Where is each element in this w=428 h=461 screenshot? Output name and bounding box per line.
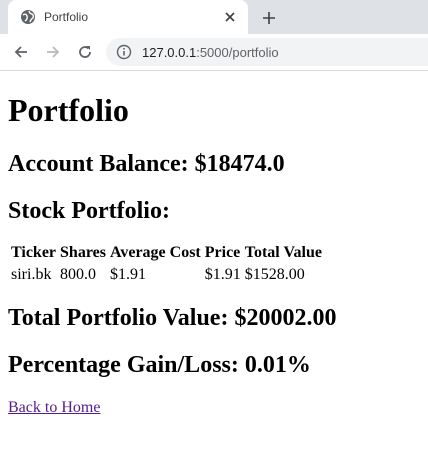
header-average-cost: Average Cost xyxy=(109,244,201,261)
page-content: Portfolio Account Balance: $18474.0 Stoc… xyxy=(0,92,428,417)
cell-average-cost: $1.91 xyxy=(109,266,146,283)
arrow-right-icon[interactable] xyxy=(42,41,64,63)
browser-tab[interactable]: Portfolio xyxy=(8,0,248,34)
stock-portfolio-heading: Stock Portfolio: xyxy=(8,198,170,224)
header-total-value: Total Value xyxy=(244,244,322,261)
url-text: 127.0.0.1:5000/portfolio xyxy=(142,45,279,60)
address-bar[interactable]: 127.0.0.1:5000/portfolio xyxy=(106,38,428,66)
cell-price: $1.91 xyxy=(204,266,241,283)
table-row: siri.bk 800.0 $1.91 $1.91 $1528.00 xyxy=(10,265,323,285)
globe-icon xyxy=(20,9,36,25)
table-header-row: Ticker Shares Average Cost Price Total V… xyxy=(10,243,323,263)
url-host: 127.0.0.1 xyxy=(142,44,197,60)
cell-total-value: $1528.00 xyxy=(244,266,305,283)
browser-toolbar: 127.0.0.1:5000/portfolio xyxy=(0,34,428,71)
header-ticker: Ticker xyxy=(11,244,57,261)
percentage-gain-loss: Percentage Gain/Loss: 0.01% xyxy=(8,352,311,378)
cell-ticker: siri.bk xyxy=(11,266,52,283)
tab-title: Portfolio xyxy=(44,10,89,24)
header-shares: Shares xyxy=(60,244,106,261)
page-title: Portfolio xyxy=(8,92,129,128)
header-price: Price xyxy=(204,244,241,261)
url-path: :5000/portfolio xyxy=(196,44,279,60)
back-to-home-link[interactable]: Back to Home xyxy=(8,399,101,416)
reload-icon[interactable] xyxy=(74,41,96,63)
cell-shares: 800.0 xyxy=(60,266,97,283)
info-icon[interactable] xyxy=(116,44,132,60)
account-balance: Account Balance: $18474.0 xyxy=(8,151,285,177)
tab-strip: Portfolio xyxy=(0,0,428,34)
portfolio-table: Ticker Shares Average Cost Price Total V… xyxy=(8,241,325,287)
arrow-left-icon[interactable] xyxy=(10,41,32,63)
plus-icon[interactable] xyxy=(258,7,280,29)
total-portfolio-value: Total Portfolio Value: $20002.00 xyxy=(8,305,337,331)
close-icon[interactable] xyxy=(222,9,238,25)
